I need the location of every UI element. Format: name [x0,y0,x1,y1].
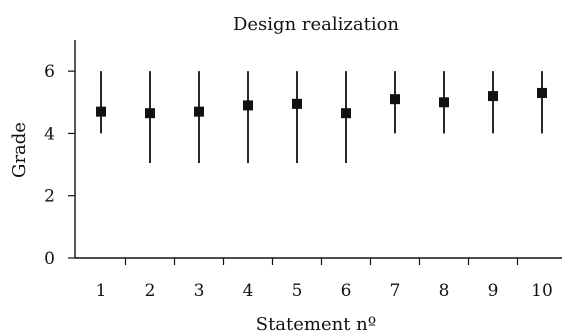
x-tick-label: 3 [194,281,205,301]
y-tick-label: 6 [44,62,55,82]
x-axis-ticks: 1 2 3 4 5 6 7 8 9 10 [96,258,553,301]
x-tick-label: 9 [488,281,499,301]
data-point [145,108,155,119]
chart-title: Design realization [233,14,399,35]
data-point [488,91,498,102]
data-point [96,106,106,117]
data-point [537,87,547,98]
x-axis-label: Statement nº [256,314,377,335]
data-point [390,94,400,105]
x-tick-label: 7 [390,281,401,301]
axes [74,40,562,259]
y-axis-label: Grade [9,122,30,178]
y-axis-ticks: 0 2 4 6 [44,62,75,269]
x-tick-label: 6 [341,281,352,301]
x-tick-label: 10 [531,281,553,301]
data-point [341,108,351,119]
data-point [194,106,204,117]
data-point [243,100,253,111]
y-tick-label: 2 [44,187,55,207]
x-tick-label: 8 [439,281,450,301]
x-tick-label: 4 [243,281,254,301]
data-point [439,97,449,108]
x-tick-label: 2 [145,281,156,301]
y-tick-label: 4 [44,124,55,144]
data-marks [96,71,547,164]
x-tick-label: 5 [292,281,303,301]
x-tick-label: 1 [96,281,107,301]
data-point [292,98,302,109]
y-tick-label: 0 [44,249,55,269]
